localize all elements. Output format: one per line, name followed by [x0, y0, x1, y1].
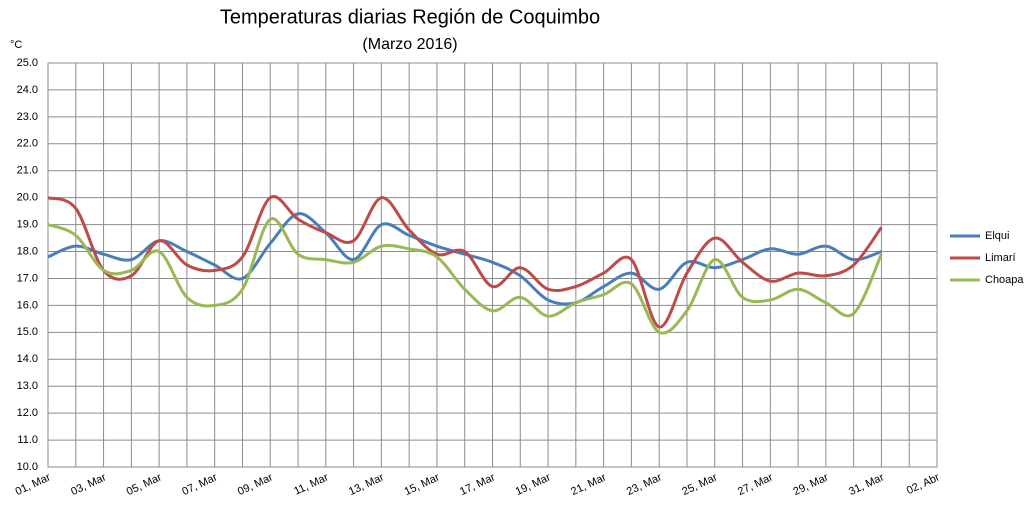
x-tick-label: 21, Mar — [569, 471, 608, 498]
y-tick-label: 24.0 — [17, 84, 38, 96]
y-tick-label: 16.0 — [17, 299, 38, 311]
series-line — [47, 217, 883, 335]
series-line — [47, 212, 882, 306]
y-tick-label: 12.0 — [17, 407, 38, 419]
y-tick-label: 22.0 — [17, 138, 38, 150]
x-tick-label: 19, Mar — [514, 471, 553, 498]
x-tick-label: 09, Mar — [236, 471, 275, 498]
y-tick-label: 21.0 — [17, 165, 38, 177]
plot-border — [47, 62, 938, 468]
x-tick-label: 11, Mar — [292, 471, 330, 497]
series-line — [47, 195, 883, 329]
x-tick-label: 05, Mar — [125, 471, 164, 498]
x-tick-label: 27, Mar — [736, 471, 775, 498]
y-tick-label: 25.0 — [17, 57, 38, 69]
x-tick-label: 03, Mar — [69, 471, 108, 498]
y-tick-label: 13.0 — [17, 380, 38, 392]
y-tick-label: 10.0 — [17, 461, 38, 473]
y-tick-label: 23.0 — [17, 111, 38, 123]
y-tick-label: 14.0 — [17, 353, 38, 365]
y-tick-label: 11.0 — [17, 434, 38, 446]
x-tick-label: 23, Mar — [625, 471, 664, 498]
x-tick-label: 29, Mar — [791, 471, 830, 498]
legend-label: Limarí — [985, 252, 1016, 264]
x-tick-label: 02, Abr — [905, 471, 942, 497]
chart-title: Temperaturas diarias Región de Coquimbo — [220, 6, 600, 28]
x-tick-label: 25, Mar — [680, 471, 719, 498]
y-tick-label: 18.0 — [17, 245, 38, 257]
x-tick-label: 31, Mar — [847, 471, 886, 498]
x-tick-label: 07, Mar — [180, 471, 219, 498]
y-tick-label: 19.0 — [17, 219, 38, 231]
x-tick-label: 17, Mar — [458, 471, 497, 498]
y-tick-label: 17.0 — [17, 272, 38, 284]
y-tick-label: 15.0 — [17, 326, 38, 338]
x-tick-label: 01, Mar — [14, 471, 53, 498]
legend-label: Elqui — [985, 230, 1009, 242]
x-tick-label: 15, Mar — [403, 471, 442, 498]
chart-subtitle: (Marzo 2016) — [362, 36, 457, 53]
legend-label: Choapa — [985, 274, 1024, 286]
y-tick-label: 20.0 — [17, 192, 38, 204]
x-tick-label: 13, Mar — [347, 471, 386, 498]
y-axis-label: °C — [10, 39, 22, 51]
